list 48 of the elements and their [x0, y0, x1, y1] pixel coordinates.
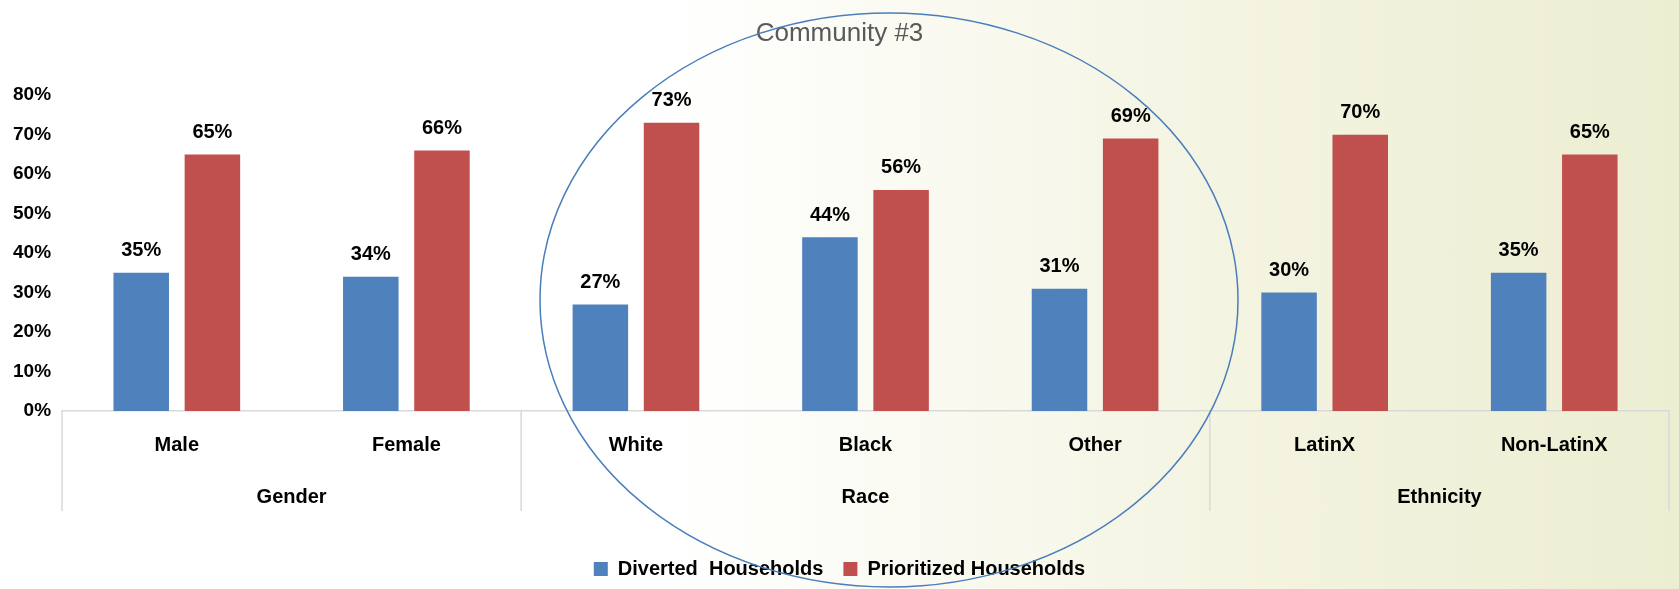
text: 66%: [421, 115, 462, 138]
bar: [643, 122, 700, 411]
text: 44%: [809, 202, 850, 225]
bar: [414, 150, 470, 411]
x-tick-label: LatinX: [1294, 432, 1356, 455]
text: 65%: [192, 119, 233, 142]
bar: [572, 304, 629, 411]
y-tick-label: 80%: [13, 83, 52, 105]
y-tick-label: 30%: [13, 280, 52, 302]
x-tick-label: Female: [371, 432, 441, 455]
x-tick-label: White: [608, 432, 664, 455]
bar: [1102, 138, 1159, 411]
text: 73%: [651, 88, 692, 111]
text: 30%: [1269, 258, 1310, 281]
x-tick-label: Non-LatinX: [1500, 432, 1609, 455]
y-tick-label: 50%: [13, 201, 52, 223]
bar: [802, 237, 858, 411]
text: 35%: [1498, 238, 1539, 261]
text: Ethnicity: [1397, 484, 1483, 507]
bar: [113, 272, 169, 411]
chart-title: Community #3: [755, 16, 924, 47]
bar: [1031, 288, 1088, 411]
text: 56%: [881, 155, 922, 178]
y-tick-label: 70%: [13, 122, 52, 144]
y-tick-label: 0%: [23, 399, 52, 421]
text: 31%: [1039, 254, 1080, 277]
text: Gender: [256, 484, 327, 507]
bar: [184, 154, 241, 411]
text: 34%: [350, 242, 391, 265]
bar: [343, 276, 399, 411]
text: 70%: [1340, 100, 1381, 123]
bar: [1562, 154, 1618, 411]
y-tick-label: 20%: [13, 320, 52, 342]
bar: [1332, 134, 1388, 411]
text: Race: [841, 484, 890, 507]
y-tick-label: 10%: [13, 359, 52, 381]
text: 35%: [121, 238, 162, 261]
y-tick-label: 60%: [13, 162, 52, 184]
y-tick-label: 40%: [13, 241, 52, 263]
text: 69%: [1110, 104, 1151, 127]
text: 27%: [580, 269, 621, 292]
x-tick-label: Male: [154, 432, 200, 455]
bar: [1490, 272, 1547, 411]
bar: [873, 189, 929, 411]
bar: [1261, 292, 1317, 411]
x-tick-label: Other: [1068, 432, 1122, 455]
text: 65%: [1569, 119, 1610, 142]
x-tick-label: Black: [838, 432, 894, 455]
